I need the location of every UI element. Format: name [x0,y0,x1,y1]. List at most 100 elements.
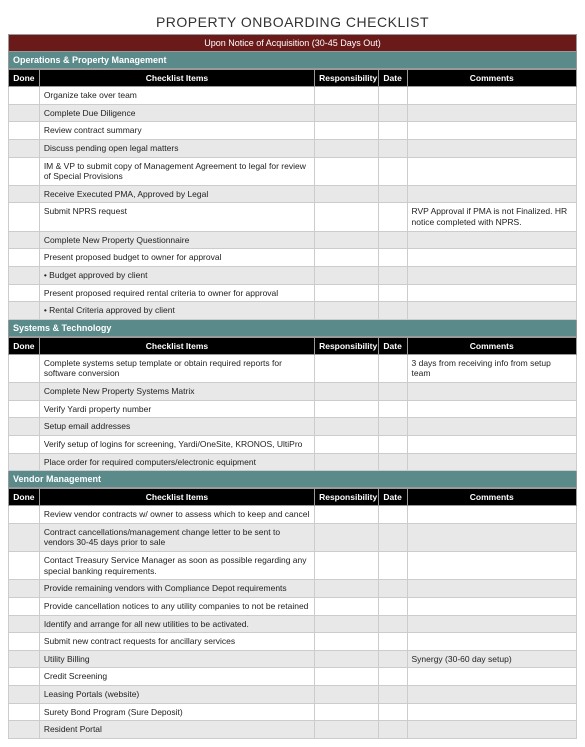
date-cell [378,87,407,105]
date-cell [378,203,407,231]
col-header-items: Checklist Items [39,489,314,506]
done-cell[interactable] [9,435,40,453]
table-row: Verify setup of logins for screening, Ya… [9,435,577,453]
date-cell [378,506,407,524]
done-cell[interactable] [9,580,40,598]
item-cell: Resident Portal [39,721,314,739]
responsibility-cell [315,668,379,686]
done-cell[interactable] [9,266,40,284]
done-cell[interactable] [9,418,40,436]
responsibility-cell [315,139,379,157]
done-cell[interactable] [9,552,40,580]
date-cell [378,418,407,436]
subtitle-bar: Upon Notice of Acquisition (30-45 Days O… [8,34,577,52]
responsibility-cell [315,418,379,436]
section-header: Systems & Technology [8,320,577,337]
done-cell[interactable] [9,686,40,704]
col-header-responsibility: Responsibility [315,337,379,354]
done-cell[interactable] [9,597,40,615]
col-header-done: Done [9,489,40,506]
responsibility-cell [315,650,379,668]
responsibility-cell [315,302,379,320]
date-cell [378,104,407,122]
comment-cell [407,418,577,436]
done-cell[interactable] [9,284,40,302]
done-cell[interactable] [9,650,40,668]
table-row: Organize take over team [9,87,577,105]
responsibility-cell [315,354,379,382]
done-cell[interactable] [9,383,40,401]
done-cell[interactable] [9,633,40,651]
done-cell[interactable] [9,668,40,686]
comment-cell [407,552,577,580]
done-cell[interactable] [9,122,40,140]
item-cell: Place order for required computers/elect… [39,453,314,471]
done-cell[interactable] [9,87,40,105]
comment-cell [407,284,577,302]
date-cell [378,400,407,418]
comment-cell [407,506,577,524]
date-cell [378,383,407,401]
item-cell: Present proposed required rental criteri… [39,284,314,302]
table-row: Complete systems setup template or obtai… [9,354,577,382]
done-cell[interactable] [9,302,40,320]
item-cell: Complete systems setup template or obtai… [39,354,314,382]
done-cell[interactable] [9,453,40,471]
item-cell: Receive Executed PMA, Approved by Legal [39,185,314,203]
table-row: Submit NPRS requestRVP Approval if PMA i… [9,203,577,231]
comment-cell [407,703,577,721]
done-cell[interactable] [9,139,40,157]
done-cell[interactable] [9,703,40,721]
comment-cell [407,231,577,249]
date-cell [378,597,407,615]
table-row: Place order for required computers/elect… [9,453,577,471]
item-cell: Contact Treasury Service Manager as soon… [39,552,314,580]
table-row: IM & VP to submit copy of Management Agr… [9,157,577,185]
done-cell[interactable] [9,157,40,185]
done-cell[interactable] [9,104,40,122]
date-cell [378,139,407,157]
date-cell [378,453,407,471]
item-cell: Verify Yardi property number [39,400,314,418]
done-cell[interactable] [9,523,40,551]
comment-cell [407,615,577,633]
date-cell [378,633,407,651]
date-cell [378,580,407,598]
done-cell[interactable] [9,185,40,203]
col-header-items: Checklist Items [39,70,314,87]
date-cell [378,266,407,284]
done-cell[interactable] [9,203,40,231]
done-cell[interactable] [9,354,40,382]
date-cell [378,668,407,686]
table-row: Complete New Property Questionnaire [9,231,577,249]
done-cell[interactable] [9,231,40,249]
item-cell: Complete New Property Questionnaire [39,231,314,249]
date-cell [378,354,407,382]
item-cell: Complete Due Diligence [39,104,314,122]
table-row: Review vendor contracts w/ owner to asse… [9,506,577,524]
comment-cell [407,400,577,418]
comment-cell: Synergy (30-60 day setup) [407,650,577,668]
done-cell[interactable] [9,506,40,524]
done-cell[interactable] [9,721,40,739]
item-cell: Present proposed budget to owner for app… [39,249,314,267]
sections-container: Operations & Property ManagementDoneChec… [8,52,577,739]
table-row: Verify Yardi property number [9,400,577,418]
item-cell: Provide remaining vendors with Complianc… [39,580,314,598]
responsibility-cell [315,633,379,651]
done-cell[interactable] [9,249,40,267]
col-header-comments: Comments [407,337,577,354]
done-cell[interactable] [9,400,40,418]
item-cell: Surety Bond Program (Sure Deposit) [39,703,314,721]
comment-cell [407,87,577,105]
comment-cell [407,597,577,615]
item-cell: Leasing Portals (website) [39,686,314,704]
done-cell[interactable] [9,615,40,633]
item-cell: Submit NPRS request [39,203,314,231]
date-cell [378,302,407,320]
table-row: Surety Bond Program (Sure Deposit) [9,703,577,721]
responsibility-cell [315,203,379,231]
checklist-table: DoneChecklist ItemsResponsibilityDateCom… [8,69,577,320]
date-cell [378,122,407,140]
col-header-done: Done [9,70,40,87]
